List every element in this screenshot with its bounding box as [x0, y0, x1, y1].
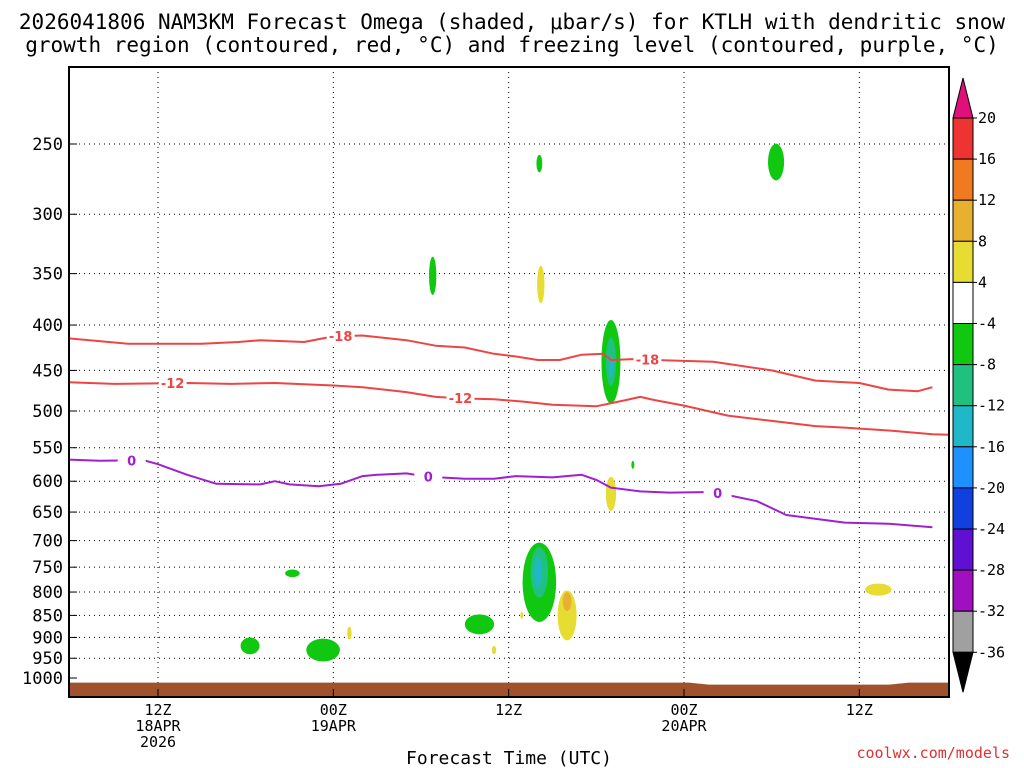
omega-feature-20: [631, 460, 635, 469]
y-tick-label: 750: [32, 558, 63, 578]
omega-feature-1: [240, 637, 260, 655]
y-tick-label: 350: [32, 265, 63, 285]
colorbar-top-arrow: [952, 77, 974, 119]
colorbar-label: 20: [978, 109, 996, 127]
y-tick-label: 550: [32, 439, 63, 459]
colorbar-bin: [952, 323, 974, 366]
y-tick-label: 1000: [22, 669, 63, 689]
x-tick-label: 12Z: [846, 701, 873, 719]
omega-feature-13: [537, 265, 545, 304]
omega-feature-8: [520, 611, 524, 619]
x-tick-label: 00Z: [670, 701, 697, 719]
y-tick-label: 450: [32, 361, 63, 381]
y-tick-label: 800: [32, 583, 63, 603]
colorbar-bin: [952, 487, 974, 530]
x-tick-label: 00Z: [320, 701, 347, 719]
colorbar-bin: [952, 610, 974, 653]
y-tick-label: 600: [32, 472, 63, 492]
colorbar-label: 12: [978, 191, 996, 209]
colorbar-bin: [952, 281, 974, 324]
grid-lines: [69, 67, 949, 697]
y-tick-label: 850: [32, 606, 63, 626]
omega-shading: [240, 143, 892, 662]
omega-feature-12: [536, 154, 543, 173]
credit-text: coolwx.com/models: [856, 744, 1010, 762]
colorbar-bin: [952, 364, 974, 407]
omega-feature-14: [557, 590, 577, 641]
contour-label-bg: [326, 328, 355, 345]
x-tick-label: 12Z: [495, 701, 522, 719]
x-tick-label: 18APR: [135, 717, 181, 735]
colorbar-label: -28: [978, 561, 1005, 579]
colorbar-label: -16: [978, 438, 1005, 456]
contour-label: -12: [161, 377, 185, 392]
omega-feature-11: [534, 557, 542, 588]
contour-line--18: [69, 334, 933, 393]
omega-feature-2: [285, 569, 300, 578]
contour-line-0: [69, 458, 933, 529]
contour-line--12: [69, 381, 949, 436]
contour-label: 0: [424, 471, 433, 486]
omega-feature-19: [605, 476, 617, 511]
colorbar-label: 4: [978, 273, 987, 291]
colorbar-bin: [952, 528, 974, 571]
colorbar-label: -32: [978, 602, 1005, 620]
omega-feature-22: [865, 583, 892, 596]
contour-label: 0: [127, 454, 136, 469]
contour-label-bg: [117, 452, 146, 469]
y-tick-label: 650: [32, 503, 63, 523]
colorbar: 20 16 12 8 4 -4 -8 -12 -16 -20 -24 -28 -32 -36: [952, 77, 1005, 693]
y-tick-label: 300: [32, 205, 63, 225]
colorbar-label: -12: [978, 397, 1005, 415]
contour-label: 0: [713, 487, 722, 502]
omega-feature-21: [768, 143, 785, 181]
contour-lines: -18 -18 -12 -12 0 0 0: [69, 328, 949, 529]
x-tick-label: 20APR: [661, 717, 707, 735]
contour-label-bg: [633, 351, 662, 368]
omega-feature-7: [491, 645, 497, 655]
chart-title-line-2: growth region (contoured, red, °C) and f…: [25, 33, 999, 57]
y-tick-label: 250: [32, 135, 63, 155]
colorbar-bin: [952, 405, 974, 448]
colorbar-label: -4: [978, 315, 996, 333]
colorbar-label: -20: [978, 479, 1005, 497]
colorbar-label: 8: [978, 232, 987, 250]
contour-label-bg: [446, 390, 475, 407]
omega-feature-3: [306, 638, 340, 662]
colorbar-bin: [952, 199, 974, 242]
contour-label-bg: [414, 468, 443, 485]
y-tick-label: 400: [32, 316, 63, 336]
y-tick-label: 900: [32, 628, 63, 648]
y-axis-ticks: 2503003504004505005506006507007508008509…: [22, 135, 77, 689]
contour-label-bg: [158, 375, 187, 392]
x-tick-label: 12Z: [144, 701, 171, 719]
y-tick-label: 700: [32, 532, 63, 552]
omega-feature-6: [464, 614, 495, 635]
colorbar-label: -8: [978, 356, 996, 374]
y-tick-label: 950: [32, 649, 63, 669]
x-axis-label: Forecast Time (UTC): [406, 748, 612, 768]
colorbar-bin: [952, 240, 974, 283]
y-tick-label: 500: [32, 402, 63, 422]
contour-label: -18: [329, 330, 353, 345]
omega-feature-5: [429, 256, 437, 295]
contour-label: -12: [449, 392, 473, 407]
colorbar-label: 16: [978, 150, 996, 168]
colorbar-label: -36: [978, 643, 1005, 661]
contour-label: -18: [636, 354, 660, 369]
colorbar-bin: [952, 117, 974, 160]
x-tick-label: 2026: [140, 733, 176, 751]
colorbar-label: -24: [978, 520, 1005, 538]
chart-title-line-1: 2026041806 NAM3KM Forecast Omega (shaded…: [19, 10, 1006, 34]
omega-feature-4: [347, 626, 352, 640]
contour-label-bg: [703, 484, 732, 501]
colorbar-bin: [952, 158, 974, 201]
omega-feature-15: [562, 592, 572, 611]
colorbar-bin: [952, 446, 974, 489]
x-tick-label: 19APR: [311, 717, 357, 735]
colorbar-bottom-arrow: [952, 651, 974, 693]
colorbar-bin: [952, 569, 974, 612]
